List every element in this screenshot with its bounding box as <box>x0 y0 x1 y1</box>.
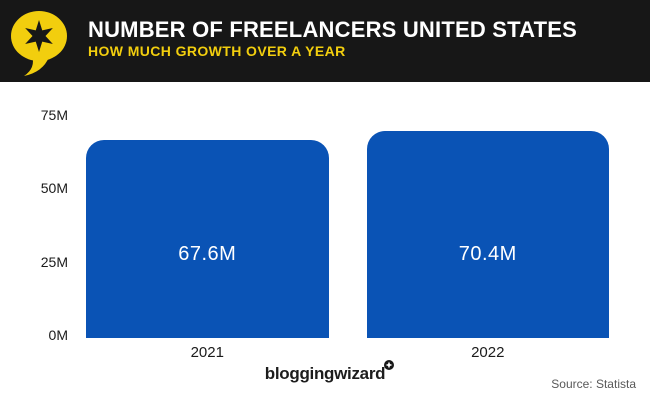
bar-chart: 0M 25M 50M 75M 67.6M 2021 70.4M 2022 <box>0 82 650 362</box>
page-subtitle: HOW MUCH GROWTH OVER A YEAR <box>88 43 346 59</box>
page-title: NUMBER OF FREELANCERS UNITED STATES <box>88 17 577 42</box>
header: NUMBER OF FREELANCERS UNITED STATES HOW … <box>0 0 650 82</box>
sparkle-icon <box>384 360 395 370</box>
star-speech-bubble-icon <box>11 11 67 76</box>
x-axis-tick-label: 2021 <box>190 344 224 361</box>
y-axis-tick-label: 75M <box>40 107 68 123</box>
bar-2021 <box>86 139 329 338</box>
y-axis-tick-label: 0M <box>48 327 68 343</box>
bar-2022 <box>366 131 609 338</box>
footer-brand: bloggingwizard <box>0 360 650 384</box>
header-text: NUMBER OF FREELANCERS UNITED STATES HOW … <box>88 17 577 60</box>
brand-name: bloggingwizard <box>264 364 386 383</box>
y-axis-tick-label: 25M <box>40 253 68 270</box>
x-axis-tick-label: 2022 <box>471 344 505 361</box>
source-text: Source: Statista <box>551 377 636 391</box>
bar-value-label: 70.4M <box>458 243 517 265</box>
star-glyph <box>25 20 53 52</box>
y-axis-tick-label: 50M <box>40 180 68 197</box>
bar-value-label: 67.6M <box>178 243 237 265</box>
